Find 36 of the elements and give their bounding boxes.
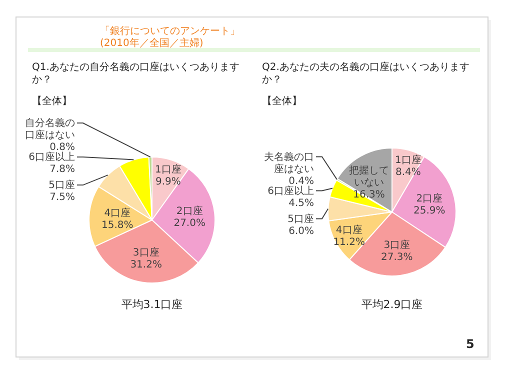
slice-label: 6口座以上 <box>268 184 314 197</box>
chart-subtitle: 【全体】 <box>32 95 72 107</box>
data-label: 15.8% <box>102 220 134 231</box>
slice-label: 5口座 <box>288 212 314 225</box>
data-label: 25.9% <box>414 205 446 216</box>
data-label: 7.5% <box>50 192 75 204</box>
data-label: 7.8% <box>50 164 75 176</box>
text: 「銀行についてのアンケート」 <box>100 25 240 37</box>
chart-title: Q2.あなたの夫の名義の口座はいくつありますか？ <box>262 61 470 86</box>
slice-label: 1口座 <box>395 154 422 166</box>
chart-title: Q1.あなたの自分名義の口座はいくつありますか？ <box>32 61 240 86</box>
data-label: 9.9% <box>155 176 181 188</box>
data-label: 0.4% <box>288 176 314 187</box>
slice-label: 4口座 <box>104 206 131 219</box>
data-label: 8.4% <box>395 167 421 178</box>
text: 5 <box>466 337 474 351</box>
slice-label: 自分名義の口座はない <box>25 117 75 142</box>
text: (2010年／全国／主婦) <box>100 37 204 49</box>
slice-label: 夫名義の口座はない <box>264 150 314 175</box>
data-label: 27.3% <box>381 252 413 264</box>
slice-label: 2口座 <box>416 192 443 204</box>
text: 平均2.9口座 <box>361 298 423 311</box>
data-label: 27.0% <box>174 218 206 230</box>
slice-label: 3口座 <box>132 246 160 258</box>
slice-label: 2口座 <box>176 205 203 218</box>
chart-subtitle: 【全体】 <box>262 95 302 107</box>
data-label: 6.0% <box>288 226 314 237</box>
data-label: 4.5% <box>288 198 314 209</box>
slice-label: 1口座 <box>155 163 182 176</box>
slice-label: 把握していない <box>349 164 389 188</box>
slice-label: 5口座 <box>48 179 75 192</box>
slice-label: 3口座 <box>384 239 410 252</box>
text: 平均3.1口座 <box>121 298 183 311</box>
slice-label: 4口座 <box>336 224 362 236</box>
slice-label: 6口座以上 <box>28 151 75 164</box>
data-label: 31.2% <box>130 259 162 270</box>
